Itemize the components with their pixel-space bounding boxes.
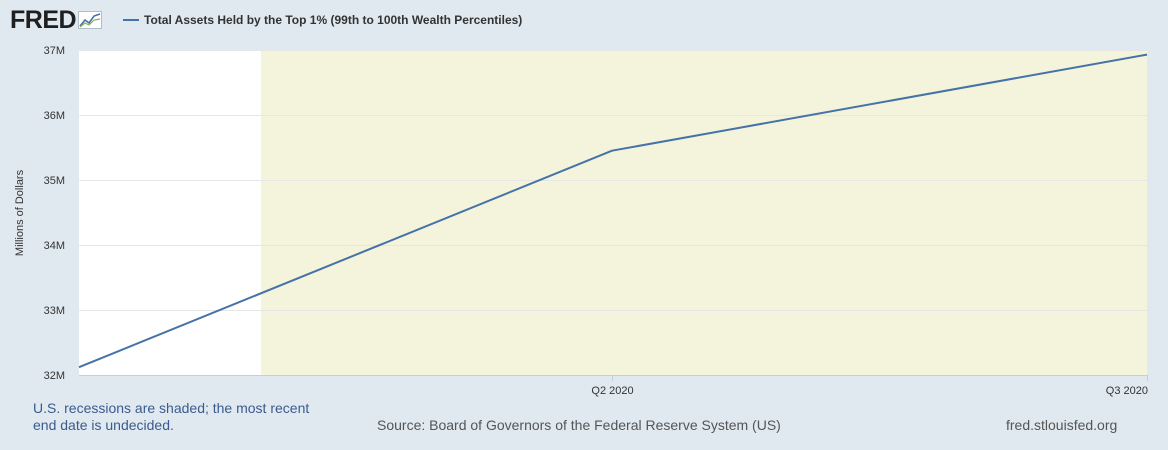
x-tick-label: Q3 2020 [1106,385,1148,397]
y-tick-label: 34M [44,240,65,252]
fred-url-link[interactable]: fred.stlouisfed.org [1006,417,1118,433]
recession-shading [261,50,1147,375]
chart-header: FRED Total Assets Held by the Top 1% (99… [0,0,1168,40]
x-axis-ticks: Q2 2020 Q3 2020 [591,375,1148,397]
fred-logo-text: FRED [10,5,77,34]
chart-line-icon [78,11,103,29]
source-text: Source: Board of Governors of the Federa… [377,417,781,433]
fred-logo[interactable]: FRED [10,5,103,34]
y-tick-label: 32M [44,370,65,382]
x-tick-label: Q2 2020 [591,385,633,397]
y-tick-label: 36M [44,110,65,122]
y-tick-label: 37M [44,45,65,57]
y-tick-label: 33M [44,305,65,317]
recession-note: U.S. recessions are shaded; the most rec… [33,400,310,433]
gridlines [79,50,1147,311]
series-group [78,53,1148,369]
y-axis-ticks: 32M 33M 34M 35M 36M 37M [44,45,65,382]
legend-label: Total Assets Held by the Top 1% (99th to… [144,13,523,27]
series-line[interactable] [78,53,1148,369]
y-tick-label: 35M [44,175,65,187]
line-chart: 32M 33M 34M 35M 36M 37M Q2 2020 Q3 2020 Millio… [14,45,1148,397]
y-axis-title: Millions of Dollars [14,169,26,256]
chart-legend[interactable]: Total Assets Held by the Top 1% (99th to… [123,12,522,28]
legend-swatch [123,19,139,21]
